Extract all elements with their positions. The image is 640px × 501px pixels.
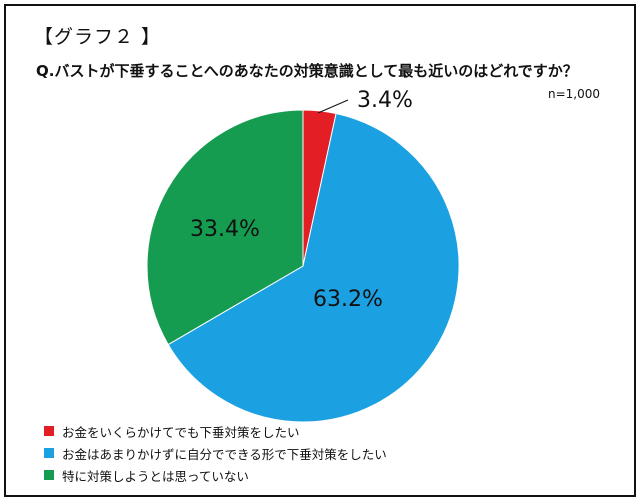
graph-label: 【グラフ２ 】	[34, 26, 162, 48]
chart-title: Q.バストが下垂することへのあなたの対策意識として最も近いのはどれですか？	[36, 62, 578, 80]
data-label: 33.4%	[190, 217, 260, 242]
legend-swatch	[44, 426, 54, 436]
data-label: 63.2%	[313, 287, 383, 312]
legend-label: お金をいくらかけてでも下垂対策をしたい	[62, 424, 300, 440]
pie-slice	[167, 112, 460, 423]
legend-label: お金はあまりかけずに自分でできる形で下垂対策をしたい	[62, 446, 387, 462]
legend-swatch	[44, 448, 54, 458]
legend: お金をいくらかけてでも下垂対策をしたい お金はあまりかけずに自分でできる形で下垂…	[44, 420, 387, 486]
leader-line	[317, 99, 349, 114]
pie-slice	[146, 109, 304, 346]
legend-label: 特に対策しようとは思っていない	[62, 468, 249, 484]
legend-item: 特に対策しようとは思っていない	[44, 464, 387, 486]
data-label: 3.4%	[357, 88, 413, 113]
legend-item: お金はあまりかけずに自分でできる形で下垂対策をしたい	[44, 442, 387, 464]
legend-item: お金をいくらかけてでも下垂対策をしたい	[44, 420, 387, 442]
sample-size: n=1,000	[547, 87, 600, 101]
legend-swatch	[44, 470, 54, 480]
